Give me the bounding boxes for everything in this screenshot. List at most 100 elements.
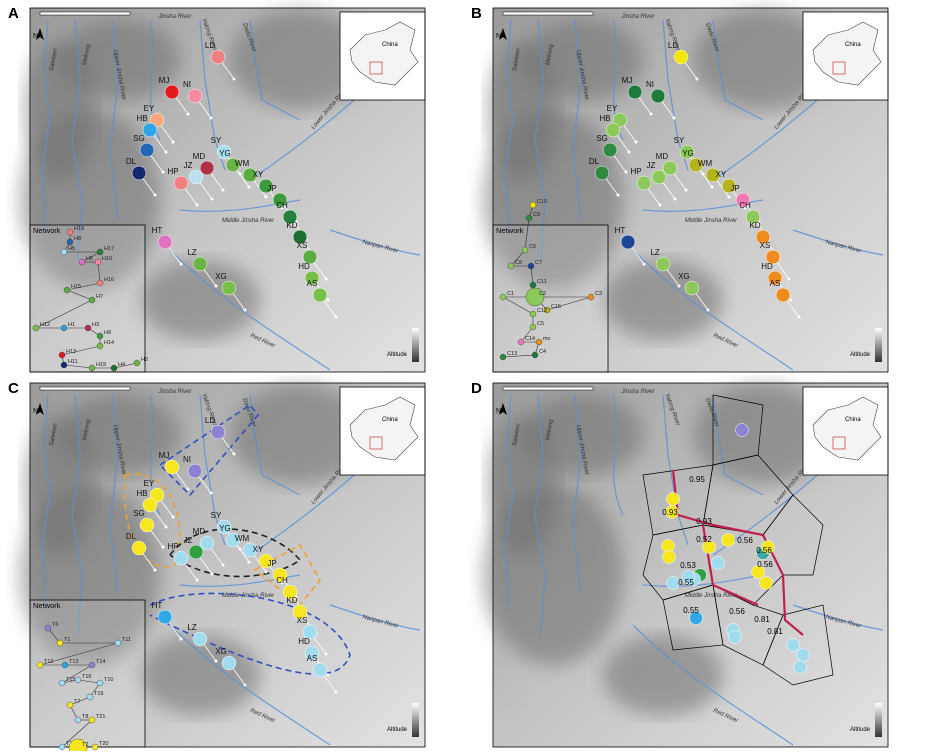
- network-node-label: H5: [68, 246, 75, 252]
- population-label: HT: [152, 226, 163, 235]
- barrier-value: 0.56: [737, 536, 753, 545]
- population: [174, 551, 188, 565]
- network-node-label: C7: [535, 260, 542, 266]
- population: [174, 176, 188, 190]
- population: [193, 257, 207, 271]
- population: [685, 281, 699, 295]
- network-node-label: H11: [68, 359, 78, 365]
- network-node: [530, 202, 536, 208]
- population: [652, 170, 666, 184]
- population-label: HB: [136, 114, 147, 123]
- site: [325, 278, 328, 281]
- population-label: WM: [235, 534, 250, 543]
- network-node-label: H15: [71, 284, 81, 290]
- site: [211, 573, 214, 576]
- network-node-label: mv: [543, 336, 551, 342]
- network-title: Network: [33, 601, 61, 610]
- altitude-label: Altitude: [387, 727, 408, 733]
- population: [188, 464, 202, 478]
- population-label: LD: [668, 41, 678, 50]
- panel-letter: A: [8, 5, 19, 22]
- population-label: DL: [126, 157, 137, 166]
- population-label: JZ: [184, 161, 193, 170]
- network-node: [67, 239, 73, 245]
- site: [685, 189, 688, 192]
- north-label: N: [33, 408, 38, 415]
- site: [265, 196, 268, 199]
- population-label: HB: [136, 489, 147, 498]
- site: [180, 263, 183, 266]
- network-node-label: H4: [118, 362, 125, 368]
- altitude-bar: [412, 328, 419, 362]
- network-node: [500, 354, 506, 360]
- network-title: Network: [496, 226, 524, 235]
- population: [200, 536, 214, 550]
- population-label: SG: [596, 134, 608, 143]
- site: [650, 113, 653, 116]
- network-node-label: T20: [99, 741, 108, 747]
- population-label: XS: [297, 241, 308, 250]
- population-label: MJ: [159, 451, 170, 460]
- site: [327, 674, 330, 677]
- network: NetworkC10C9C6C8C7C11C2C15C3C1C12C5C14mv…: [493, 199, 608, 372]
- site: [659, 204, 662, 207]
- site: [711, 186, 714, 189]
- network-node-label: T10: [104, 677, 113, 683]
- network-node-label: H1: [68, 322, 75, 328]
- population-label: MD: [193, 527, 206, 536]
- site: [180, 638, 183, 641]
- site: [172, 141, 175, 144]
- population-label: HB: [599, 114, 610, 123]
- network-node: [95, 259, 101, 265]
- network-node: [64, 287, 70, 293]
- scale-bar: [503, 12, 593, 15]
- barrier-value: 0.55: [683, 606, 699, 615]
- population: [188, 89, 202, 103]
- network-node-label: T16: [82, 674, 91, 680]
- population: [663, 551, 676, 564]
- river-label: Jinsha River: [157, 389, 192, 395]
- terrain: [140, 635, 260, 715]
- panel-letter: D: [471, 380, 482, 397]
- population-label: MJ: [159, 76, 170, 85]
- network-node-label: H17: [104, 246, 114, 252]
- network-node-label: C1: [507, 291, 514, 297]
- population-label: KD: [286, 221, 297, 230]
- network-node: [33, 325, 39, 331]
- altitude-bar: [412, 703, 419, 737]
- population-label: XG: [215, 272, 227, 281]
- network-node: [61, 325, 67, 331]
- site: [233, 78, 236, 81]
- population-label: LZ: [187, 248, 196, 257]
- population-label: JZ: [184, 536, 193, 545]
- network-title: Network: [33, 226, 61, 235]
- population-label: EY: [607, 104, 618, 113]
- population: [143, 498, 157, 512]
- site: [196, 579, 199, 582]
- network-node-label: H2: [141, 357, 148, 363]
- population-label: SG: [133, 134, 145, 143]
- population-label: NI: [646, 80, 654, 89]
- site: [215, 285, 218, 288]
- population: [165, 460, 179, 474]
- figure: ASalweenMekongUpper Jinsha RiverJinsha R…: [0, 0, 925, 751]
- north-label: N: [496, 408, 501, 415]
- population-label: XY: [253, 545, 264, 554]
- site: [673, 117, 676, 120]
- population-label: XS: [297, 616, 308, 625]
- network-node-label: C12: [537, 308, 547, 314]
- network-node-label: C5: [537, 321, 544, 327]
- population-label: AS: [770, 279, 781, 288]
- population: [595, 166, 609, 180]
- population-label: JP: [267, 559, 276, 568]
- network-node: [532, 352, 538, 358]
- network-node: [79, 259, 85, 265]
- network-node: [45, 625, 51, 631]
- population: [313, 663, 327, 677]
- site: [244, 684, 247, 687]
- site: [625, 171, 628, 174]
- network-node-label: C2: [539, 291, 546, 297]
- site: [248, 186, 251, 189]
- site: [196, 204, 199, 207]
- population-label: XS: [760, 241, 771, 250]
